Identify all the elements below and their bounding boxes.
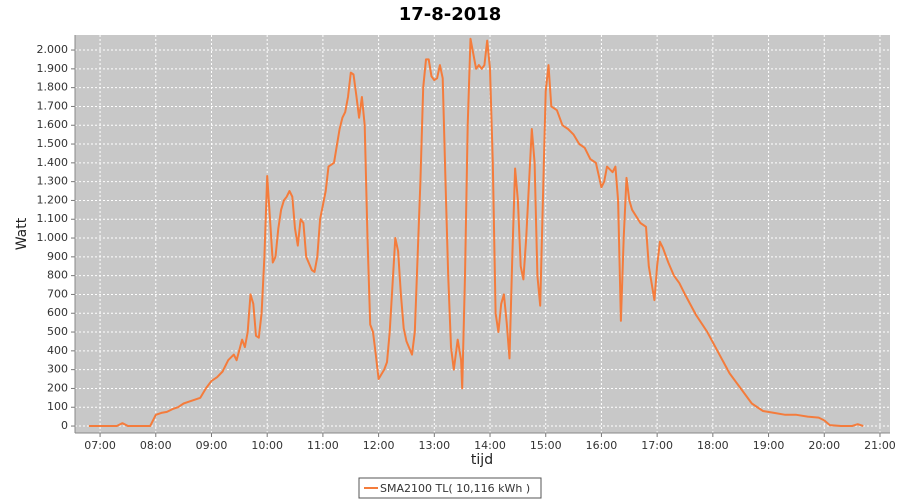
y-tick-label: 1.400 (37, 156, 69, 169)
series-line (88, 37, 864, 427)
y-tick-label: 0 (61, 419, 68, 432)
y-tick-label: 1.600 (37, 118, 69, 131)
y-tick-label: 1.300 (37, 175, 69, 188)
x-tick-label: 08:00 (140, 439, 172, 452)
y-tick-label: 400 (47, 344, 68, 357)
x-tick-label: 11:00 (307, 439, 339, 452)
plot-area (75, 35, 890, 433)
y-tick-label: 700 (47, 287, 68, 300)
x-tick-label: 07:00 (84, 439, 116, 452)
x-tick-label: 18:00 (697, 439, 729, 452)
y-tick-label: 200 (47, 381, 68, 394)
y-tick-label: 900 (47, 250, 68, 263)
y-axis-label: Watt (14, 217, 30, 250)
legend-label: SMA2100 TL( 10,116 kWh ) (380, 482, 530, 495)
y-tick-label: 1.000 (37, 231, 69, 244)
y-tick-label: 1.200 (37, 193, 69, 206)
x-axis-label: tijd (471, 452, 493, 468)
y-tick-label: 1.500 (37, 137, 69, 150)
y-tick-label: 1.100 (37, 212, 69, 225)
x-tick-label: 20:00 (808, 439, 840, 452)
x-tick-label: 10:00 (251, 439, 283, 452)
legend (358, 477, 542, 499)
x-tick-label: 16:00 (586, 439, 618, 452)
x-tick-label: 12:00 (363, 439, 395, 452)
y-tick-label: 1.700 (37, 99, 69, 112)
x-tick-label: 15:00 (530, 439, 562, 452)
y-tick-label: 1.800 (37, 81, 69, 94)
y-tick-label: 600 (47, 306, 68, 319)
x-tick-label: 13:00 (418, 439, 450, 452)
x-tick-label: 09:00 (196, 439, 228, 452)
y-tick-label: 2.000 (37, 43, 69, 56)
x-tick-label: 19:00 (753, 439, 785, 452)
y-tick-label: 100 (47, 400, 68, 413)
y-tick-label: 800 (47, 269, 68, 282)
x-tick-label: 21:00 (864, 439, 896, 452)
y-tick-label: 300 (47, 363, 68, 376)
x-tick-label: 14:00 (474, 439, 506, 452)
y-tick-label: 1.900 (37, 62, 69, 75)
chart-title: 17-8-2018 (399, 4, 502, 25)
x-tick-label: 17:00 (641, 439, 673, 452)
y-tick-label: 500 (47, 325, 68, 338)
